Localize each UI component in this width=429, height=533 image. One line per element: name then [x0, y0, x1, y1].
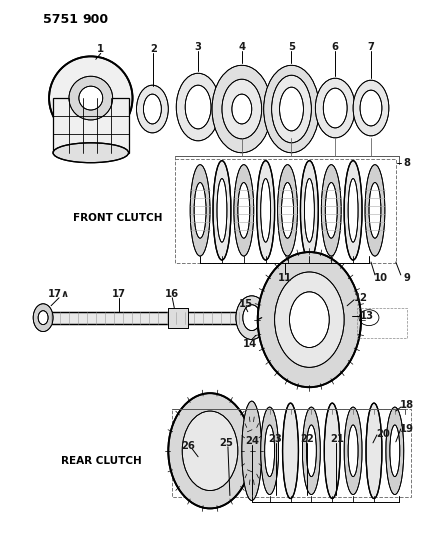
Ellipse shape: [168, 393, 252, 508]
Text: 6: 6: [332, 43, 339, 52]
Ellipse shape: [369, 182, 381, 238]
Text: 13: 13: [360, 311, 374, 321]
Ellipse shape: [366, 403, 382, 498]
Ellipse shape: [300, 160, 318, 260]
Text: REAR CLUTCH: REAR CLUTCH: [61, 456, 142, 466]
Ellipse shape: [353, 80, 389, 136]
Ellipse shape: [190, 165, 210, 256]
Ellipse shape: [238, 182, 250, 238]
Ellipse shape: [49, 56, 133, 140]
Text: 11: 11: [278, 273, 292, 283]
Ellipse shape: [212, 66, 272, 153]
Ellipse shape: [217, 179, 227, 242]
Text: FRONT CLUTCH: FRONT CLUTCH: [73, 213, 163, 223]
Text: 26: 26: [181, 441, 195, 451]
Ellipse shape: [324, 403, 340, 498]
Ellipse shape: [258, 252, 361, 387]
Ellipse shape: [306, 425, 316, 477]
Ellipse shape: [302, 407, 320, 495]
Ellipse shape: [136, 85, 168, 133]
Ellipse shape: [38, 311, 48, 325]
Text: 4: 4: [238, 43, 245, 52]
Ellipse shape: [275, 272, 344, 367]
Text: 15: 15: [239, 299, 253, 309]
Ellipse shape: [323, 88, 347, 128]
Ellipse shape: [280, 87, 303, 131]
Bar: [39, 312, 253, 324]
Ellipse shape: [272, 75, 311, 143]
Text: 17∧: 17∧: [48, 289, 70, 299]
Ellipse shape: [264, 66, 319, 153]
Text: 7: 7: [368, 43, 375, 52]
Ellipse shape: [222, 79, 262, 139]
Text: 9: 9: [403, 273, 410, 283]
Ellipse shape: [234, 165, 254, 256]
Text: 900: 900: [83, 13, 109, 26]
Text: 10: 10: [374, 273, 388, 283]
Ellipse shape: [325, 182, 337, 238]
Ellipse shape: [236, 296, 268, 340]
Ellipse shape: [79, 86, 103, 110]
Bar: [53, 98, 129, 153]
Ellipse shape: [33, 304, 53, 332]
Text: 3: 3: [195, 43, 202, 52]
Text: 21: 21: [330, 434, 344, 444]
Ellipse shape: [185, 85, 211, 129]
Ellipse shape: [321, 165, 341, 256]
Ellipse shape: [261, 179, 271, 242]
Ellipse shape: [257, 160, 275, 260]
Text: 2: 2: [150, 44, 157, 54]
Text: 5: 5: [288, 43, 295, 52]
Bar: [168, 308, 188, 328]
Bar: [172, 409, 411, 497]
Ellipse shape: [283, 403, 299, 498]
Ellipse shape: [390, 425, 400, 477]
Ellipse shape: [281, 182, 293, 238]
Text: 5751: 5751: [43, 13, 78, 26]
Ellipse shape: [305, 179, 314, 242]
Ellipse shape: [365, 165, 385, 256]
Ellipse shape: [290, 292, 329, 348]
Ellipse shape: [243, 305, 261, 330]
Text: 1: 1: [97, 44, 104, 54]
Text: 20: 20: [376, 429, 390, 439]
Text: 22: 22: [301, 434, 314, 444]
Ellipse shape: [242, 401, 262, 500]
Ellipse shape: [194, 182, 206, 238]
Text: 23: 23: [269, 434, 282, 444]
Ellipse shape: [348, 179, 358, 242]
Bar: [39, 312, 253, 324]
Ellipse shape: [143, 94, 161, 124]
Ellipse shape: [315, 78, 355, 138]
Ellipse shape: [232, 94, 252, 124]
Ellipse shape: [265, 425, 275, 477]
Ellipse shape: [344, 407, 362, 495]
Ellipse shape: [69, 76, 113, 120]
Ellipse shape: [213, 160, 231, 260]
Text: 16: 16: [165, 289, 179, 299]
Ellipse shape: [360, 90, 382, 126]
Text: 8: 8: [403, 158, 410, 168]
Text: 24: 24: [245, 436, 259, 446]
Bar: [357, 308, 407, 337]
Ellipse shape: [386, 407, 404, 495]
Ellipse shape: [261, 407, 278, 495]
Ellipse shape: [182, 411, 238, 490]
Bar: [175, 159, 396, 263]
Ellipse shape: [176, 73, 220, 141]
Ellipse shape: [348, 425, 358, 477]
Text: 25: 25: [219, 438, 233, 448]
Bar: [168, 308, 188, 328]
Ellipse shape: [53, 143, 129, 163]
Text: 18: 18: [400, 400, 414, 410]
Text: 17: 17: [112, 289, 126, 299]
Text: 14: 14: [243, 340, 257, 350]
Text: 19: 19: [400, 424, 414, 434]
Ellipse shape: [344, 160, 362, 260]
Text: 12: 12: [354, 293, 368, 303]
Ellipse shape: [278, 165, 297, 256]
